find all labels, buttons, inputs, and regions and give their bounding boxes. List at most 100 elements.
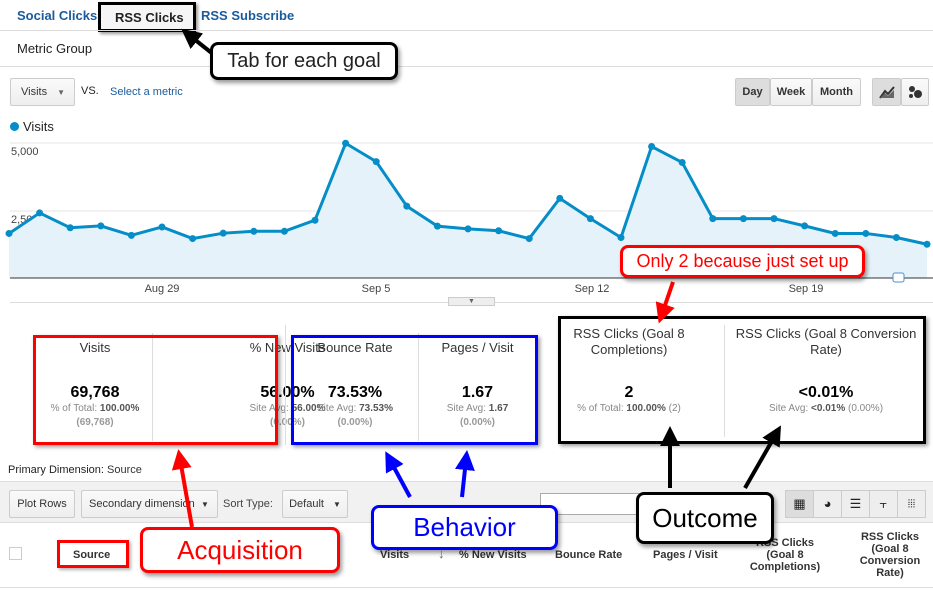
source-header-box [57, 540, 129, 568]
select-all-checkbox[interactable] [9, 547, 22, 560]
header-bounce-rate[interactable]: Bounce Rate [555, 549, 623, 561]
day-button[interactable]: Day [735, 78, 770, 106]
data-point[interactable] [862, 229, 870, 237]
header-visits[interactable]: Visits [380, 549, 410, 561]
visits-area [9, 143, 927, 278]
data-point[interactable] [5, 229, 13, 237]
visits-chart: 5,000 2,500 Aug 29 Sep 5 Sep 12 Sep 19 [5, 139, 933, 295]
data-point[interactable] [372, 158, 380, 166]
data-point[interactable] [648, 143, 656, 151]
data-point[interactable] [433, 222, 441, 230]
acquisition-box [33, 335, 278, 445]
scorecard-value: 73.53% [327, 384, 383, 401]
y-tick-label: 5,000 [11, 146, 39, 158]
scorecard: Pages / Visit 1.67 Site Avg: 1.67 (0.00%… [420, 340, 535, 430]
arrow-outcome-2 [743, 425, 781, 489]
legend-label: Visits [23, 119, 54, 134]
scorecard: Visits 69,768 % of Total: 100.00% (69,76… [40, 340, 150, 430]
primary-dimension: Primary Dimension: Source [8, 464, 142, 476]
x-tick-label: Sep 12 [575, 283, 610, 295]
tab-label: RSS Clicks [115, 10, 184, 25]
select-metric-link[interactable]: Select a metric [110, 86, 183, 98]
secondary-dimension-dropdown[interactable]: Secondary dimension ▼ [81, 490, 218, 518]
data-point[interactable] [342, 139, 350, 147]
header-new-visits[interactable]: % New Visits [459, 549, 527, 561]
data-point[interactable] [464, 225, 472, 233]
scorecard-value: <0.01% [798, 384, 854, 401]
annotation-icon[interactable] [892, 272, 905, 283]
data-point[interactable] [525, 235, 533, 243]
data-point[interactable] [219, 229, 227, 237]
secondary-dimension-label: Secondary dimension [89, 498, 195, 510]
scorecard-sub: Site Avg: 1.67 [446, 403, 509, 414]
tab-rss-subscribe[interactable]: RSS Subscribe [201, 8, 295, 23]
bubbles-icon [909, 86, 922, 98]
line-chart-icon [878, 86, 895, 99]
data-point[interactable] [739, 215, 747, 223]
data-point[interactable] [280, 227, 288, 235]
scorecard-title: Visits [79, 340, 111, 355]
arrow-only2 [655, 281, 675, 324]
data-point[interactable] [250, 227, 258, 235]
data-point[interactable] [158, 223, 166, 231]
data-point[interactable] [36, 209, 44, 217]
metric-group-label: Metric Group [17, 41, 93, 56]
outcome-box [558, 316, 926, 444]
week-button[interactable]: Week [770, 78, 812, 106]
data-point[interactable] [923, 240, 931, 248]
scorecard: RSS Clicks (Goal 8 Completions) 2 % of T… [563, 326, 695, 416]
pivot-view-icon[interactable]: ⦙⦙⦙ [907, 498, 916, 510]
pie-view-icon[interactable]: ◕ [814, 491, 842, 517]
collapse-chart-handle[interactable]: ▼ [448, 297, 495, 306]
scorecard-sub: Site Avg: <0.01% (0.00%) [768, 403, 884, 414]
view-toggle-group: ▦ ◕ ☰ ⫟ ⦙⦙⦙ [785, 490, 926, 518]
scorecard-sub: Site Avg: 73.53% [317, 403, 393, 414]
data-point[interactable] [831, 229, 839, 237]
data-point[interactable] [66, 224, 74, 232]
motion-chart-button[interactable] [901, 78, 929, 106]
data-point[interactable] [709, 215, 717, 223]
performance-view-icon[interactable]: ☰ [842, 491, 870, 517]
arrow-acquisition [171, 449, 194, 528]
sort-type-dropdown[interactable]: Default ▼ [282, 490, 348, 518]
plot-rows-button[interactable]: Plot Rows [9, 490, 75, 518]
callout-acquisition: Acquisition [140, 527, 340, 573]
data-point[interactable] [586, 215, 594, 223]
data-point[interactable] [678, 158, 686, 166]
data-point[interactable] [617, 234, 625, 241]
scorecard: % New Visits 56.00% Site Avg: 56.00% (0.… [160, 340, 415, 430]
vs-label: VS. [81, 85, 99, 97]
sort-type-label: Sort Type: [223, 498, 273, 510]
header-source[interactable]: Source [73, 549, 111, 561]
scorecard-title: Pages / Visit [441, 340, 514, 355]
x-tick-label: Sep 19 [789, 283, 824, 295]
scorecard-sub: Site Avg: 56.00% [249, 403, 326, 414]
primary-dimension-source[interactable]: Source [107, 464, 142, 476]
data-point[interactable] [770, 215, 778, 223]
scorecard-title: RSS Clicks (Goal 8 Conversion Rate) [735, 326, 917, 357]
line-chart-button[interactable] [872, 78, 901, 106]
callout-behavior: Behavior [371, 505, 558, 550]
header-pages-visit[interactable]: Pages / Visit [653, 549, 718, 561]
table-view-icon[interactable]: ▦ [786, 491, 814, 517]
data-point[interactable] [556, 194, 564, 202]
metric-dropdown[interactable]: Visits ▼ [10, 78, 75, 106]
x-tick-label: Aug 29 [145, 283, 180, 295]
header-goal-conversion-rate[interactable]: RSS Clicks (Goal 8 Conversion Rate) [859, 531, 921, 579]
comparison-view-icon[interactable]: ⫟ [870, 491, 898, 517]
month-button[interactable]: Month [812, 78, 861, 106]
data-point[interactable] [403, 202, 411, 210]
sort-arrow-icon: ↓ [438, 546, 445, 561]
data-point[interactable] [311, 216, 319, 224]
data-point[interactable] [495, 227, 503, 235]
scorecard-title: Bounce Rate [317, 340, 393, 355]
data-point[interactable] [189, 235, 197, 243]
data-point[interactable] [127, 231, 135, 239]
arrow-behavior-1 [385, 451, 412, 498]
tab-social-clicks[interactable]: Social Clicks [17, 8, 98, 23]
data-point[interactable] [892, 234, 900, 241]
scorecard-value: 2 [624, 384, 634, 401]
data-point[interactable] [801, 222, 809, 230]
data-point[interactable] [97, 222, 105, 230]
